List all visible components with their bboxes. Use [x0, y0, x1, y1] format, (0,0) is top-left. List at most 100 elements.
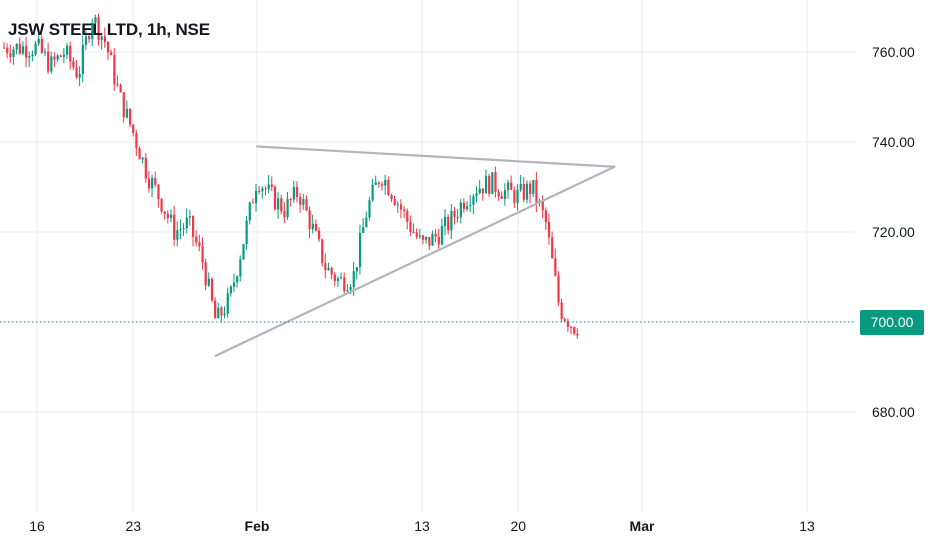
candle-body	[239, 259, 242, 277]
current-price-badge: 700.00	[860, 310, 924, 335]
candle-body	[113, 55, 116, 85]
candle-body	[425, 237, 428, 240]
candle-body	[236, 276, 239, 283]
candle-body	[488, 175, 491, 194]
candle-body	[34, 43, 37, 55]
candle-body	[377, 182, 381, 185]
candle-body	[255, 190, 258, 204]
candle-body	[132, 124, 135, 134]
candle-body	[176, 230, 179, 240]
candle-body	[415, 232, 418, 237]
candle-body	[491, 172, 494, 194]
candle-body	[516, 189, 519, 204]
candle-body	[207, 278, 210, 286]
candle-body	[525, 183, 529, 200]
candle-body	[37, 38, 40, 44]
candle-body	[15, 43, 18, 50]
candle-body	[447, 216, 450, 231]
candle-body	[330, 268, 333, 275]
candle-body	[560, 302, 563, 320]
candle-body	[21, 46, 25, 54]
candle-body	[349, 287, 352, 291]
candle-body	[226, 293, 229, 314]
candle-body	[421, 235, 425, 240]
candle-body	[138, 148, 141, 160]
candle-body	[59, 55, 62, 57]
candle-body	[25, 46, 28, 58]
candle-body	[295, 186, 299, 197]
candle-body	[456, 216, 459, 218]
candle-body	[459, 202, 462, 218]
candle-body	[336, 278, 340, 282]
candle-body	[497, 191, 500, 197]
candle-body	[223, 313, 226, 316]
candle-body	[245, 220, 248, 245]
candle-body	[106, 42, 110, 53]
candle-body	[503, 190, 507, 199]
candle-body	[110, 52, 113, 56]
candle-body	[532, 180, 535, 194]
candle-body	[84, 36, 88, 45]
candle-body	[318, 230, 321, 240]
y-tick-label: 680.00	[872, 404, 915, 420]
candle-body	[576, 333, 579, 336]
candle-body	[277, 198, 280, 210]
candle-body	[129, 108, 132, 125]
trendline-upper[interactable]	[255, 145, 616, 168]
candle-body	[321, 239, 324, 264]
candle-body	[308, 210, 311, 230]
candle-body	[122, 92, 125, 118]
candle-body	[40, 38, 43, 53]
candle-body	[81, 44, 84, 74]
candle-body	[352, 271, 355, 288]
candle-body	[412, 231, 415, 233]
candle-body	[314, 223, 318, 231]
candle-body	[570, 326, 573, 328]
candle-body	[242, 244, 245, 260]
candle-body	[232, 282, 236, 287]
candle-body	[283, 211, 286, 218]
candle-body	[248, 202, 251, 221]
x-tick-label: 20	[510, 518, 526, 534]
candle-body	[387, 179, 390, 196]
candle-body	[270, 184, 273, 187]
candle-body	[179, 229, 182, 231]
candle-body	[264, 188, 267, 190]
candle-body	[173, 214, 176, 240]
candle-body	[188, 216, 192, 218]
candle-body	[535, 180, 538, 203]
candle-body	[510, 182, 513, 190]
candle-body	[43, 51, 47, 53]
candle-body	[3, 47, 6, 49]
candle-body	[169, 214, 173, 219]
x-axis-labels: 16 23 Feb 13 20 Mar 13	[29, 518, 815, 534]
candle-body	[182, 227, 185, 230]
candle-body	[28, 56, 31, 58]
x-tick-label: 23	[125, 518, 141, 534]
y-axis-labels: 760.00 740.00 720.00 680.00	[872, 44, 915, 420]
candle-body	[563, 319, 566, 322]
candle-body	[166, 213, 169, 219]
candle-body	[198, 242, 201, 247]
candle-body	[185, 217, 188, 228]
candle-body	[192, 216, 195, 237]
candle-body	[566, 321, 570, 327]
candle-body	[362, 227, 365, 233]
candle-body	[292, 186, 295, 200]
candle-body	[258, 190, 261, 192]
candle-body	[62, 54, 66, 57]
trendline-lower[interactable]	[214, 165, 616, 357]
candle-body	[214, 300, 217, 319]
candle-body	[302, 199, 305, 205]
candle-body	[273, 186, 277, 210]
candle-body	[437, 236, 440, 245]
candle-body	[135, 133, 138, 149]
candle-body	[31, 54, 34, 57]
candle-body	[47, 51, 50, 72]
candle-body	[381, 184, 384, 186]
candle-body	[50, 56, 53, 72]
candle-body	[210, 278, 214, 301]
candle-body	[384, 179, 387, 186]
candles	[3, 13, 579, 339]
